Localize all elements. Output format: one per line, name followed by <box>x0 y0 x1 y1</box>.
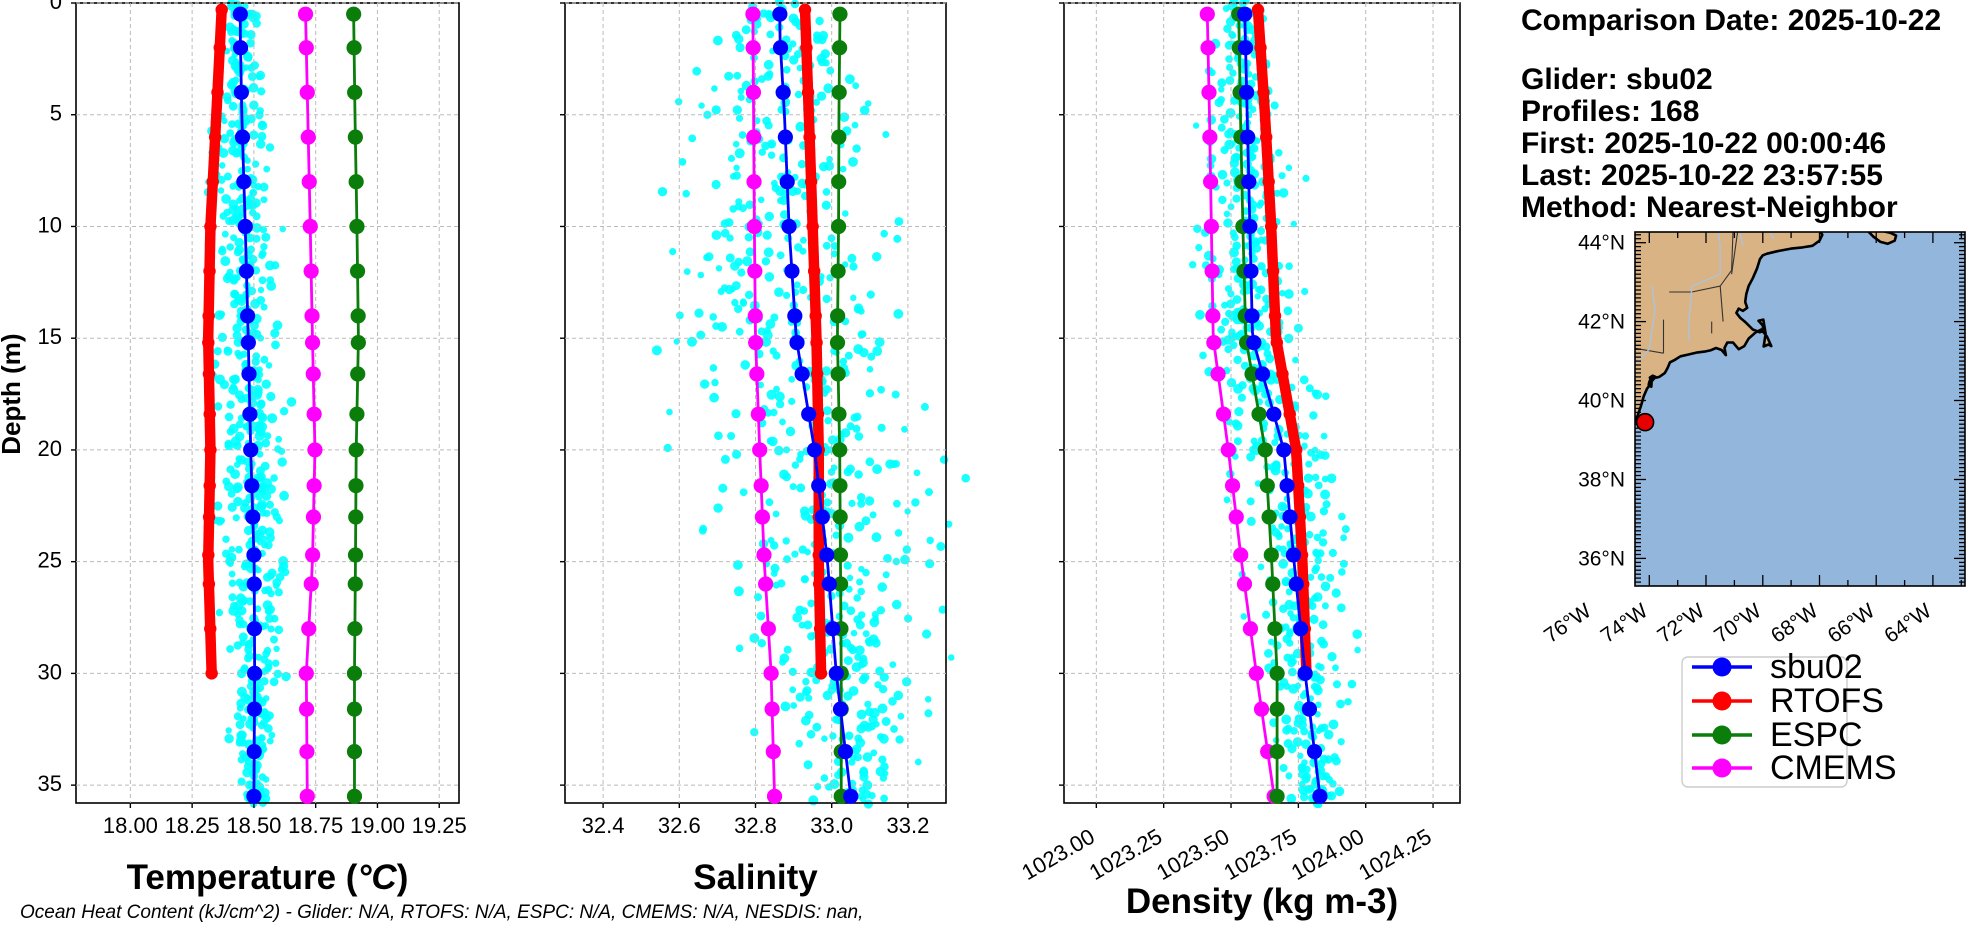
svg-text:CMEMS: CMEMS <box>1770 749 1897 787</box>
svg-text:18.00: 18.00 <box>103 813 158 838</box>
svg-text:19.00: 19.00 <box>350 813 405 838</box>
svg-text:Method: Nearest-Neighbor: Method: Nearest-Neighbor <box>1521 191 1898 224</box>
svg-text:RTOFS: RTOFS <box>1770 682 1884 720</box>
svg-text:38°N: 38°N <box>1578 469 1625 492</box>
svg-text:44°N: 44°N <box>1578 232 1625 255</box>
svg-text:32.4: 32.4 <box>582 813 625 838</box>
svg-text:20: 20 <box>38 436 62 461</box>
svg-text:42°N: 42°N <box>1578 311 1625 334</box>
svg-text:Salinity: Salinity <box>693 858 818 897</box>
svg-text:First: 2025-10-22 00:00:46: First: 2025-10-22 00:00:46 <box>1521 127 1886 160</box>
svg-text:32.8: 32.8 <box>734 813 777 838</box>
svg-text:Profiles: 168: Profiles: 168 <box>1521 95 1699 128</box>
svg-text:5: 5 <box>50 101 62 126</box>
svg-text:10: 10 <box>38 213 62 238</box>
svg-text:Temperature (°C): Temperature (°C) <box>127 858 409 897</box>
svg-text:33.2: 33.2 <box>886 813 929 838</box>
svg-text:33.0: 33.0 <box>810 813 853 838</box>
svg-text:18.25: 18.25 <box>165 813 220 838</box>
svg-text:35: 35 <box>38 771 62 796</box>
svg-text:32.6: 32.6 <box>658 813 701 838</box>
svg-text:Comparison Date: 2025-10-22: Comparison Date: 2025-10-22 <box>1521 4 1941 37</box>
svg-text:Glider: sbu02: Glider: sbu02 <box>1521 63 1713 96</box>
svg-text:18.75: 18.75 <box>288 813 343 838</box>
svg-text:Density (kg m-3): Density (kg m-3) <box>1126 882 1398 921</box>
svg-text:36°N: 36°N <box>1578 547 1625 570</box>
svg-text:Ocean Heat Content (kJ/cm^2) -: Ocean Heat Content (kJ/cm^2) - Glider: N… <box>20 902 863 923</box>
svg-text:18.50: 18.50 <box>226 813 281 838</box>
svg-text:30: 30 <box>38 659 62 684</box>
svg-text:sbu02: sbu02 <box>1770 648 1863 686</box>
svg-text:19.25: 19.25 <box>412 813 467 838</box>
svg-text:0: 0 <box>50 0 62 14</box>
svg-text:25: 25 <box>38 548 62 573</box>
svg-text:Last: 2025-10-22 23:57:55: Last: 2025-10-22 23:57:55 <box>1521 159 1883 192</box>
svg-text:Depth (m): Depth (m) <box>0 333 26 454</box>
svg-text:15: 15 <box>38 324 62 349</box>
svg-text:40°N: 40°N <box>1578 390 1625 413</box>
